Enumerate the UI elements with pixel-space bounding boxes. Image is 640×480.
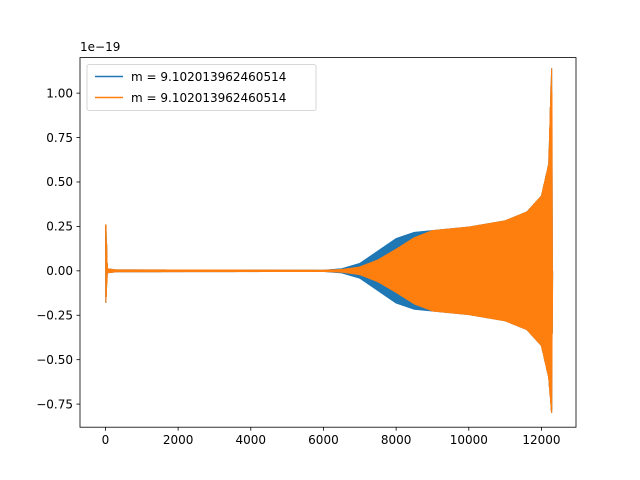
y-tick-label: −0.50 <box>36 353 73 367</box>
series-layer <box>105 68 554 414</box>
y-tick-label: 0.75 <box>46 131 73 145</box>
series-band-2 <box>105 68 553 414</box>
x-tick-label: 2000 <box>163 433 194 447</box>
plot-frame <box>79 57 577 428</box>
x-tick-label: 4000 <box>236 433 267 447</box>
legend-box <box>86 64 317 111</box>
y-tick-label: 1.00 <box>46 86 73 100</box>
y-axis: −0.75 −0.50 −0.25 0.00 0.25 0.50 0.75 1.00 <box>36 86 80 411</box>
y-tick-label: −0.75 <box>36 397 73 411</box>
x-axis: 0 2000 4000 6000 8000 10000 12000 <box>102 427 561 447</box>
x-tick-label: 10000 <box>450 433 488 447</box>
legend-label-series-1: m = 9.102013962460514 <box>131 70 286 84</box>
y-tick-label: 0.50 <box>46 175 73 189</box>
x-tick-label: 6000 <box>308 433 339 447</box>
y-tick-label: −0.25 <box>36 308 73 322</box>
y-offset-text: 1e−19 <box>80 40 120 54</box>
y-tick-label: 0.25 <box>46 220 73 234</box>
x-tick-label: 12000 <box>522 433 560 447</box>
x-tick-label: 0 <box>102 433 110 447</box>
legend: m = 9.102013962460514 m = 9.102013962460… <box>86 64 317 111</box>
y-tick-label: 0.00 <box>46 264 73 278</box>
x-tick-label: 8000 <box>381 433 412 447</box>
legend-label-series-2: m = 9.102013962460514 <box>131 91 286 105</box>
